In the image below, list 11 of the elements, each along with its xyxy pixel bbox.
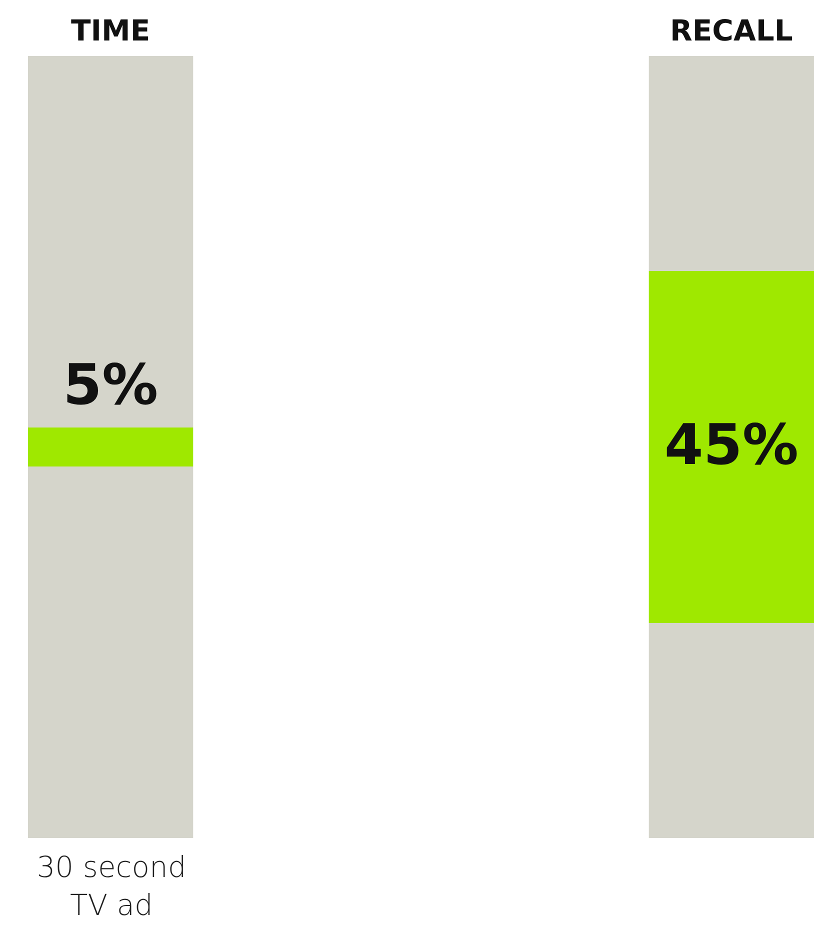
bar <box>28 56 194 428</box>
data-label: 5% <box>63 353 158 418</box>
x-tick-label: TIME <box>70 14 150 48</box>
x-tick-label: RECALL <box>670 14 793 48</box>
bar <box>648 622 814 838</box>
bar <box>648 56 814 272</box>
bar <box>28 427 194 467</box>
bar <box>648 271 814 623</box>
data-label: 45% <box>664 413 798 478</box>
bar <box>28 466 194 838</box>
text: 30 second TV ad <box>36 849 188 924</box>
